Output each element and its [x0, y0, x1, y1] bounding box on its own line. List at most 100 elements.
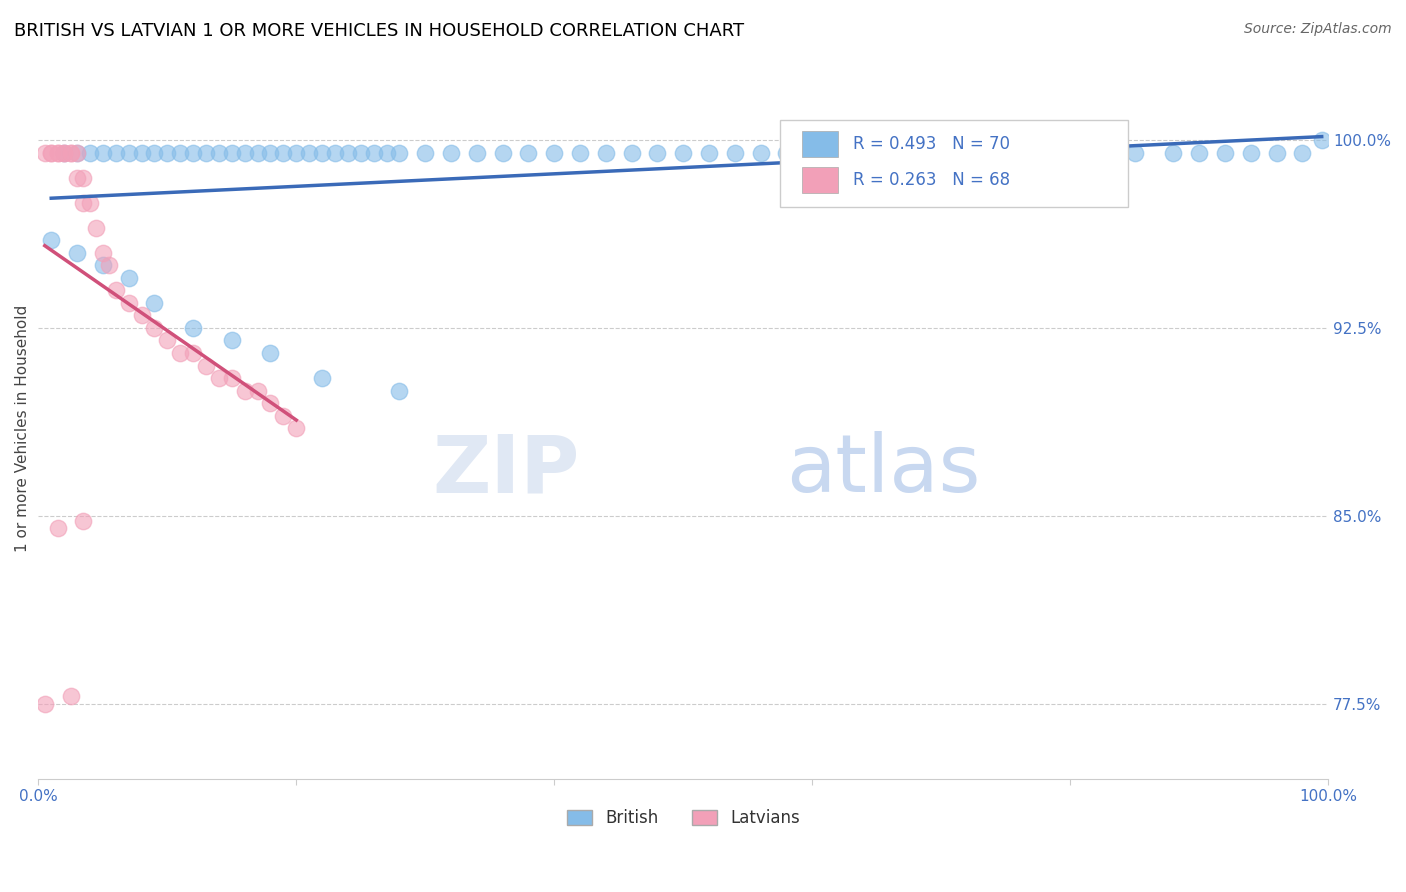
Point: [46, 145, 69, 160]
Point: [388, 145, 411, 160]
Point: [1123, 145, 1146, 160]
Point: [66, 245, 89, 260]
Point: [169, 346, 191, 360]
Point: [697, 145, 720, 160]
Point: [259, 346, 281, 360]
Point: [72, 514, 94, 528]
Point: [181, 346, 204, 360]
Point: [285, 421, 308, 435]
Point: [672, 145, 695, 160]
Text: atlas: atlas: [786, 431, 981, 509]
Point: [259, 145, 281, 160]
Point: [852, 145, 875, 160]
Point: [91, 245, 114, 260]
Point: [388, 384, 411, 398]
Point: [440, 145, 463, 160]
Point: [39, 233, 62, 247]
Point: [72, 170, 94, 185]
Point: [724, 145, 747, 160]
Point: [79, 195, 101, 210]
Text: Source: ZipAtlas.com: Source: ZipAtlas.com: [1244, 22, 1392, 37]
FancyBboxPatch shape: [780, 120, 1128, 207]
Point: [181, 321, 204, 335]
Point: [195, 145, 218, 160]
Point: [46, 145, 69, 160]
FancyBboxPatch shape: [801, 131, 838, 157]
Point: [749, 145, 772, 160]
Point: [929, 145, 952, 160]
Point: [221, 145, 243, 160]
Point: [543, 145, 565, 160]
Point: [801, 145, 824, 160]
Point: [298, 145, 321, 160]
Point: [66, 145, 89, 160]
Point: [595, 145, 617, 160]
Point: [59, 690, 82, 704]
Point: [311, 145, 333, 160]
Point: [143, 145, 166, 160]
Point: [195, 359, 218, 373]
Point: [311, 371, 333, 385]
Point: [72, 195, 94, 210]
Point: [323, 145, 346, 160]
Point: [169, 145, 191, 160]
Point: [34, 145, 56, 160]
Point: [221, 334, 243, 348]
Point: [1291, 145, 1313, 160]
Point: [363, 145, 385, 160]
Point: [246, 384, 269, 398]
Point: [273, 409, 295, 423]
Point: [647, 145, 669, 160]
Point: [39, 145, 62, 160]
Point: [233, 384, 256, 398]
Point: [53, 145, 76, 160]
Point: [156, 334, 179, 348]
Text: ZIP: ZIP: [433, 431, 581, 509]
Point: [1310, 133, 1333, 147]
Point: [59, 145, 82, 160]
Point: [1265, 145, 1288, 160]
Point: [66, 170, 89, 185]
Point: [375, 145, 398, 160]
Point: [117, 271, 139, 285]
Point: [39, 145, 62, 160]
Point: [569, 145, 592, 160]
Point: [259, 396, 281, 410]
Point: [131, 145, 153, 160]
Point: [46, 521, 69, 535]
Point: [246, 145, 269, 160]
Point: [465, 145, 488, 160]
Point: [91, 258, 114, 272]
Text: R = 0.263   N = 68: R = 0.263 N = 68: [853, 171, 1011, 189]
Point: [413, 145, 436, 160]
Point: [620, 145, 643, 160]
Point: [879, 145, 901, 160]
Point: [221, 371, 243, 385]
FancyBboxPatch shape: [801, 167, 838, 194]
Point: [492, 145, 515, 160]
Text: BRITISH VS LATVIAN 1 OR MORE VEHICLES IN HOUSEHOLD CORRELATION CHART: BRITISH VS LATVIAN 1 OR MORE VEHICLES IN…: [14, 22, 744, 40]
Point: [827, 145, 849, 160]
Point: [775, 145, 797, 160]
Point: [131, 309, 153, 323]
Point: [91, 145, 114, 160]
Point: [143, 296, 166, 310]
Point: [208, 145, 231, 160]
Point: [208, 371, 231, 385]
Point: [1033, 145, 1056, 160]
Point: [1188, 145, 1211, 160]
Point: [117, 296, 139, 310]
Point: [273, 145, 295, 160]
Point: [1098, 145, 1121, 160]
Point: [59, 145, 82, 160]
Point: [233, 145, 256, 160]
Point: [1240, 145, 1263, 160]
Point: [53, 145, 76, 160]
Point: [517, 145, 540, 160]
Y-axis label: 1 or more Vehicles in Household: 1 or more Vehicles in Household: [15, 304, 30, 552]
Point: [79, 145, 101, 160]
Point: [66, 145, 89, 160]
Point: [53, 145, 76, 160]
Point: [285, 145, 308, 160]
Point: [956, 145, 979, 160]
